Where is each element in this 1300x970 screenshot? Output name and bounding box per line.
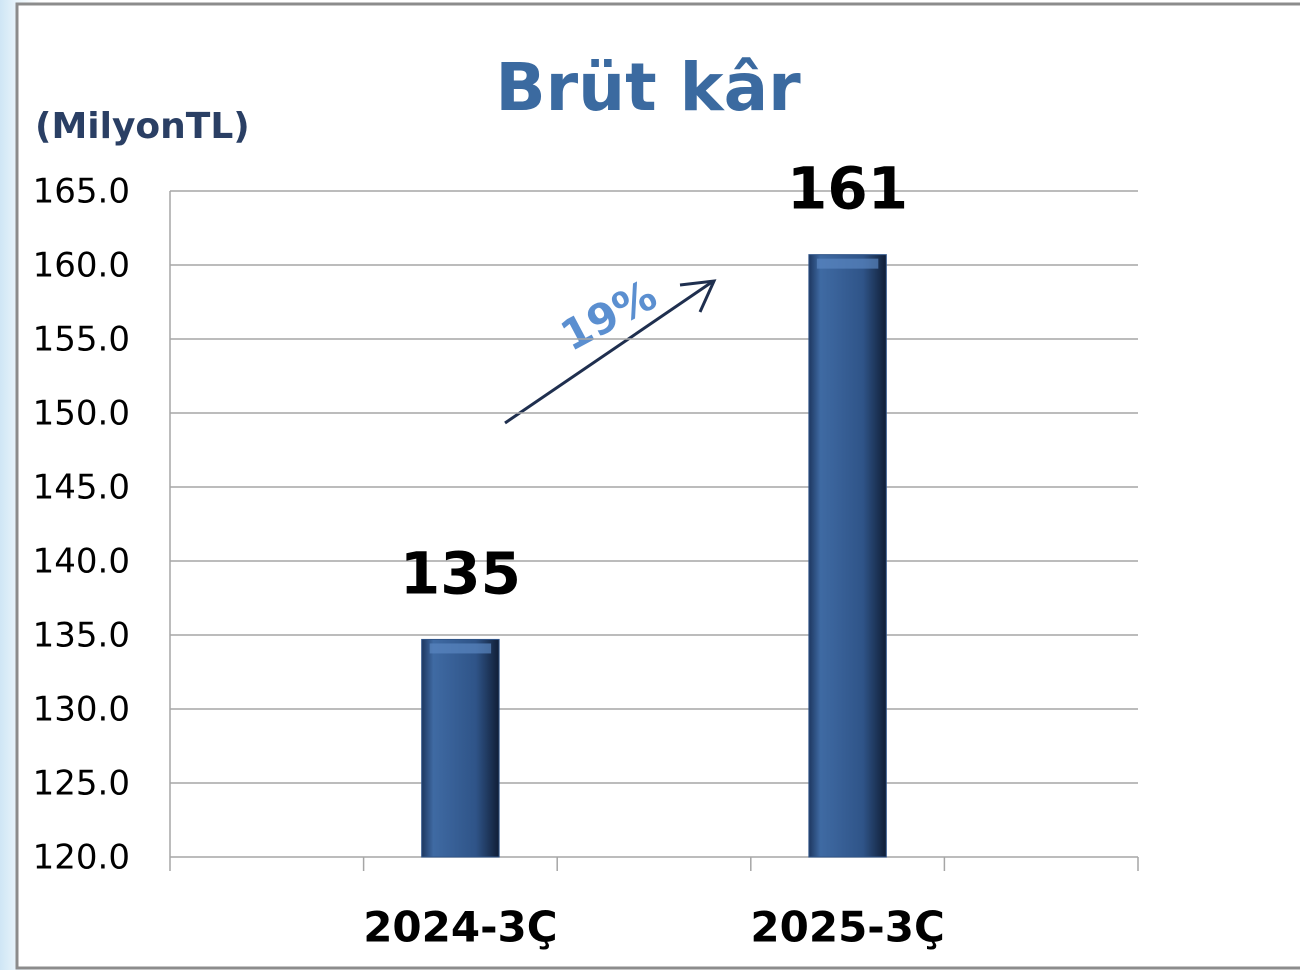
chart-title: Brüt kâr — [495, 49, 801, 126]
bar-bevel — [816, 258, 879, 269]
y-tick-label: 135.0 — [33, 616, 130, 656]
x-tick-label: 2024-3Ç — [363, 903, 557, 952]
y-tick-label: 145.0 — [33, 468, 130, 508]
chart-frame — [15, 2, 1300, 970]
y-tick-label: 155.0 — [33, 320, 130, 360]
growth-arrow — [504, 280, 713, 425]
arrow-head — [679, 279, 717, 313]
y-tick-label: 125.0 — [33, 764, 130, 804]
unit-label: (MilyonTL) — [35, 106, 250, 147]
y-tick-label: 160.0 — [33, 246, 130, 286]
data-label: 135 — [400, 540, 521, 608]
y-tick-label: 130.0 — [33, 690, 130, 730]
y-tick-label: 165.0 — [33, 172, 130, 212]
x-tick-label: 2025-3Ç — [750, 903, 944, 952]
bar — [808, 254, 887, 858]
data-label: 161 — [787, 155, 908, 223]
y-tick-label: 150.0 — [33, 394, 130, 434]
y-tick-label: 120.0 — [33, 838, 130, 878]
bar — [421, 638, 500, 858]
y-tick-label: 140.0 — [33, 542, 130, 582]
bar-bevel — [429, 643, 492, 654]
